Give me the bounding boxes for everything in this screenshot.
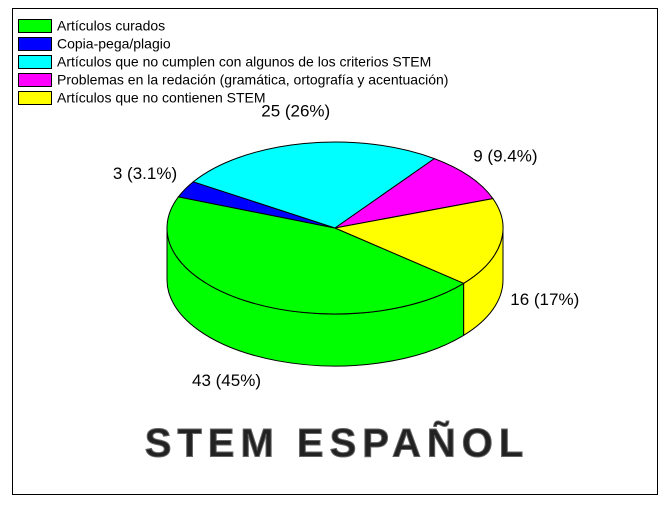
logo: STEM ESPAÑOL [145, 420, 530, 466]
legend-label: Artículos curados [57, 18, 165, 34]
legend-label: Copia-pega/plagio [57, 36, 171, 52]
data-label: 3 (3.1%) [113, 164, 177, 183]
pie-slice [333, 198, 504, 284]
legend-label: Problemas en la redación (gramática, ort… [57, 72, 448, 88]
data-label: 43 (45%) [192, 371, 261, 390]
legend-swatch [18, 91, 52, 105]
data-label: 25 (26%) [261, 102, 330, 121]
pie-slice [166, 196, 465, 315]
data-label: 16 (17%) [510, 290, 579, 309]
pie: 43 (45%) 3 (3.1%) 25 (26%) 9 (9.4%) 16 (17%) [113, 102, 579, 391]
legend-swatch [18, 37, 52, 51]
legend: Artículos curados Copia-pega/plagio Artícu… [18, 18, 448, 106]
pie-slice [334, 158, 494, 229]
data-label: 9 (9.4%) [473, 147, 537, 166]
legend-label: Artículos que no cumplen con algunos de … [57, 54, 431, 70]
pie-slice [192, 141, 436, 229]
legend-swatch [18, 73, 52, 87]
legend-label: Artículos que no contienen STEM [57, 90, 266, 106]
legend-swatch [18, 19, 52, 33]
legend-swatch [18, 55, 52, 69]
